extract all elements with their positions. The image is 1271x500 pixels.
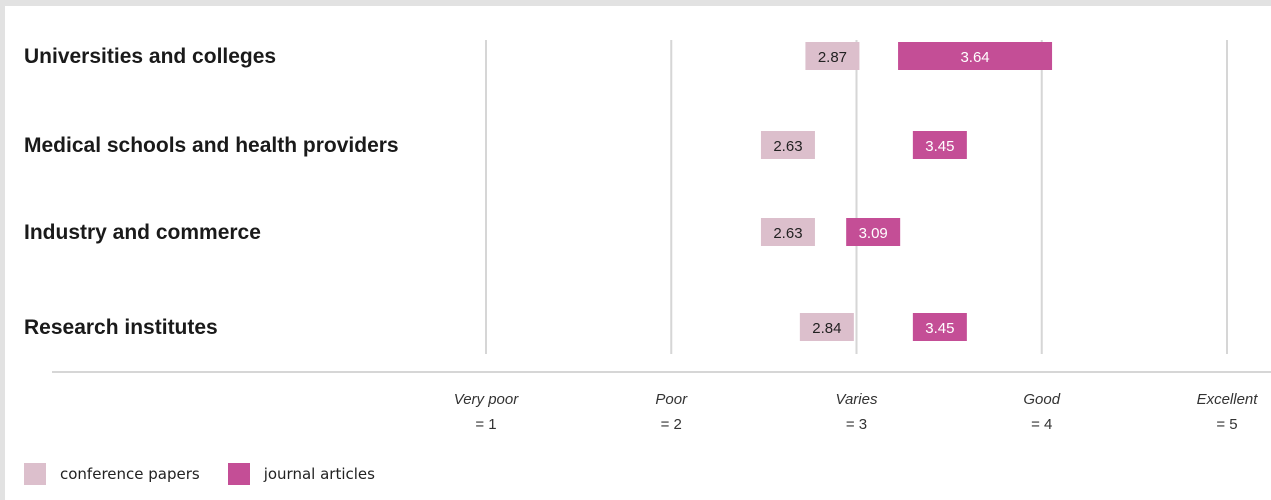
legend-label-1: journal articles — [263, 465, 375, 483]
tick-label-value-2: = 3 — [846, 416, 867, 433]
tick-label-name-0: Very poor — [454, 391, 519, 408]
bar-label-journal-articles-0: 3.64 — [960, 49, 989, 66]
tick-label-value-3: = 4 — [1031, 416, 1052, 433]
bar-conference-papers-3 — [799, 313, 854, 341]
category-label-0: Universities and colleges — [24, 45, 276, 68]
bar-journal-articles-3 — [912, 313, 967, 341]
category-label-1: Medical schools and health providers — [24, 134, 399, 157]
tick-label-value-1: = 2 — [661, 416, 682, 433]
bar-label-journal-articles-1: 3.45 — [925, 138, 954, 155]
legend-swatch-1 — [227, 463, 250, 485]
bar-journal-articles-0 — [898, 42, 1053, 70]
tick-label-value-0: = 1 — [475, 416, 496, 433]
legend: conference papers journal articles — [24, 462, 403, 486]
tick-label-name-1: Poor — [655, 391, 688, 408]
bar-label-conference-papers-1: 2.63 — [773, 138, 802, 155]
left-border — [0, 0, 5, 500]
bar-label-journal-articles-2: 3.09 — [859, 225, 888, 242]
legend-swatch-0 — [24, 463, 46, 485]
bar-label-conference-papers-0: 2.87 — [818, 49, 847, 66]
bar-conference-papers-1 — [760, 131, 815, 159]
tick-label-name-2: Varies — [836, 391, 878, 408]
bar-journal-articles-2 — [846, 218, 901, 246]
bar-conference-papers-2 — [760, 218, 815, 246]
bar-label-journal-articles-3: 3.45 — [925, 320, 954, 337]
bar-journal-articles-1 — [912, 131, 967, 159]
tick-label-value-4: = 5 — [1216, 416, 1237, 433]
tick-label-name-3: Good — [1023, 391, 1060, 408]
bar-conference-papers-0 — [805, 42, 860, 70]
category-label-3: Research institutes — [24, 316, 218, 339]
bar-label-conference-papers-2: 2.63 — [773, 225, 802, 242]
category-label-2: Industry and commerce — [24, 221, 261, 244]
legend-item-conference-papers: conference papers — [24, 463, 200, 485]
legend-item-journal-articles: journal articles — [227, 463, 375, 485]
tick-label-name-4: Excellent — [1197, 391, 1259, 408]
top-border — [0, 0, 1271, 6]
bar-label-conference-papers-3: 2.84 — [812, 320, 841, 337]
legend-label-0: conference papers — [60, 465, 200, 483]
